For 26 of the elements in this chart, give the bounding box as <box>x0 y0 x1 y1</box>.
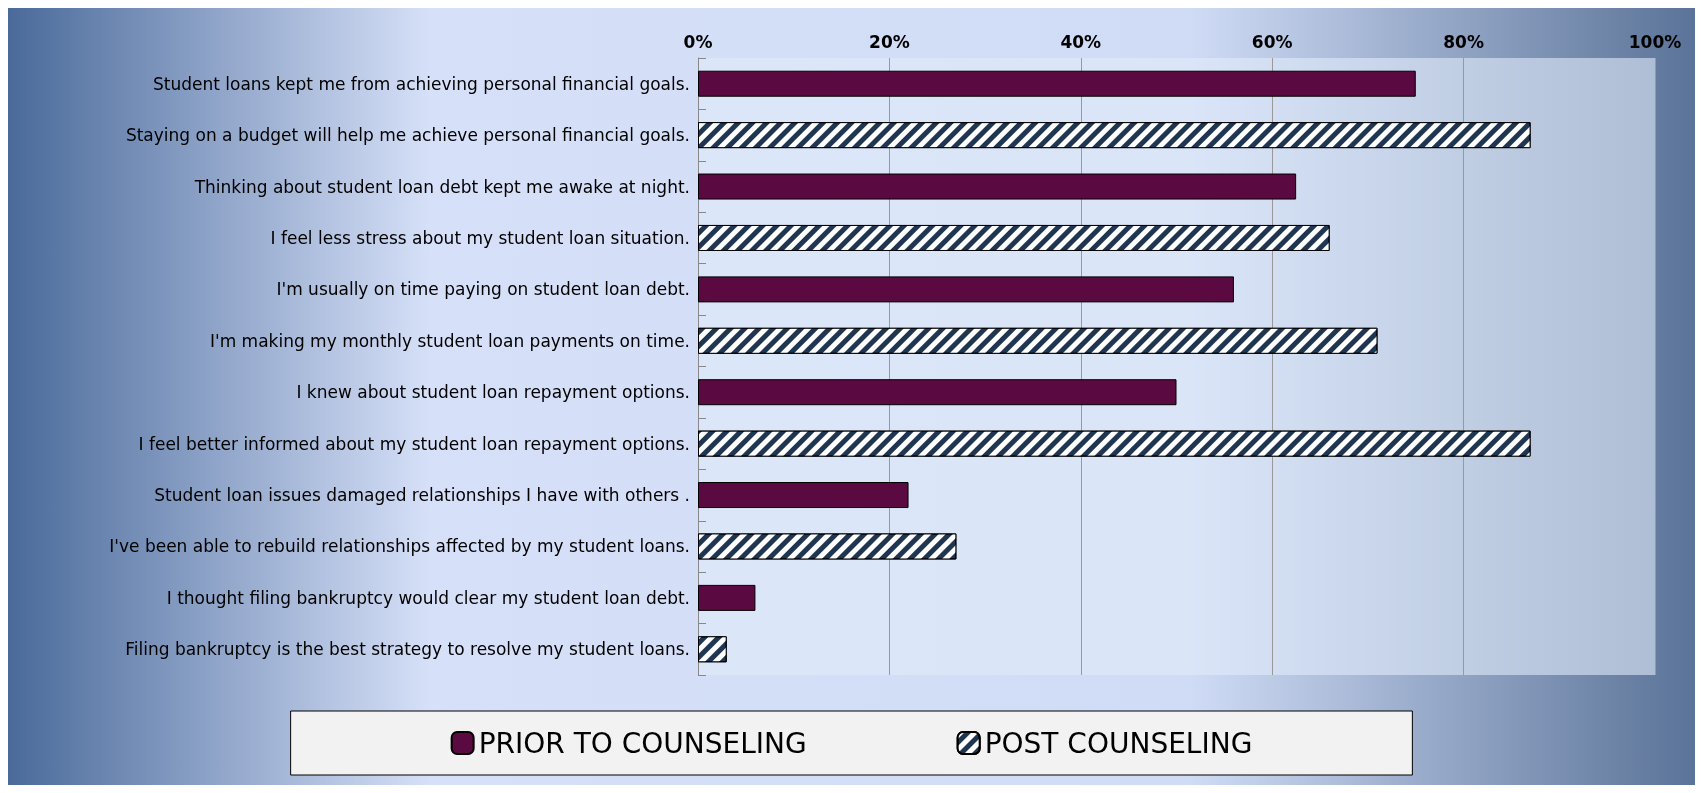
y-tick-label: I feel less stress about my student loan situation. <box>270 227 690 248</box>
y-tick-label: I've been able to rebuild relationships affected by my student loans. <box>109 536 690 557</box>
y-tick-label: Filing bankruptcy is the best strategy to resolve my student loans. <box>125 639 690 660</box>
legend-label: POST COUNSELING <box>984 726 1253 760</box>
bar <box>698 173 1297 200</box>
x-tick-label: 80% <box>1443 31 1484 52</box>
y-tick-label: I thought filing bankruptcy would clear my student loan debt. <box>166 587 690 608</box>
y-tick-label: Staying on a budget will help me achieve personal financial goals. <box>125 125 690 146</box>
bar <box>698 276 1234 303</box>
y-tick-label: I'm making my monthly student loan payments on time. <box>209 330 690 351</box>
x-tick-label: 0% <box>683 31 713 52</box>
legend-label: PRIOR TO COUNSELING <box>478 726 807 760</box>
y-tick-label: Thinking about student loan debt kept me awake at night. <box>193 176 690 197</box>
y-tick-label: Student loan issues damaged relationships I have with others . <box>154 485 690 506</box>
bar <box>698 482 909 509</box>
x-tick-label: 100% <box>1628 31 1682 52</box>
bar <box>698 70 1416 97</box>
y-tick-label: I feel better informed about my student loan repayment options. <box>138 433 690 454</box>
y-tick-label: Student loans kept me from achieving personal financial goals. <box>152 73 690 94</box>
bar <box>698 584 756 611</box>
x-tick-label: 60% <box>1251 31 1293 52</box>
x-tick-label: 40% <box>1060 31 1102 52</box>
bar <box>698 379 1177 406</box>
x-tick-label: 20% <box>869 31 910 52</box>
y-tick-label: I'm usually on time paying on student loan debt. <box>276 279 690 300</box>
y-tick-label: I knew about student loan repayment options. <box>296 382 690 403</box>
